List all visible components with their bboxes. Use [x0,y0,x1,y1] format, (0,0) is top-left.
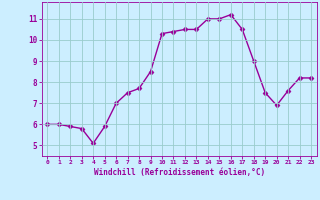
X-axis label: Windchill (Refroidissement éolien,°C): Windchill (Refroidissement éolien,°C) [94,168,265,177]
